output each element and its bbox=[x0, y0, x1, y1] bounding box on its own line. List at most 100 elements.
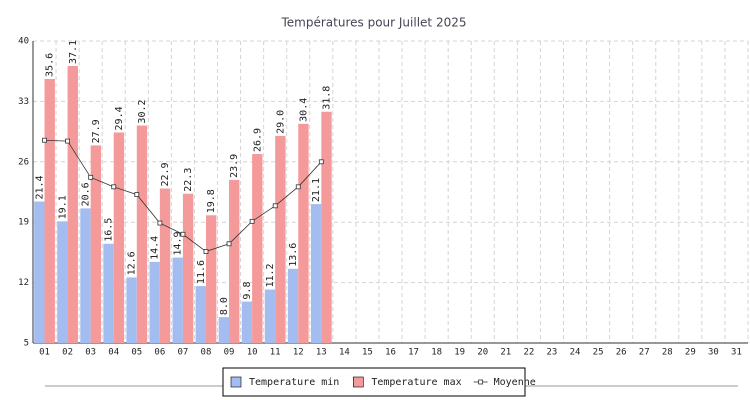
x-tick-label: 28 bbox=[662, 348, 673, 358]
bar bbox=[80, 208, 91, 343]
value-label: 26.9 bbox=[252, 128, 263, 152]
x-tick-label: 07 bbox=[177, 348, 188, 358]
x-tick-label: 18 bbox=[431, 348, 442, 358]
value-label: 16.5 bbox=[104, 218, 115, 242]
line-marker bbox=[42, 137, 47, 143]
value-label: 22.3 bbox=[183, 168, 194, 192]
line-marker bbox=[65, 138, 70, 144]
value-label: 27.9 bbox=[91, 119, 102, 143]
value-label: 29.4 bbox=[114, 106, 125, 130]
line-marker bbox=[88, 174, 94, 180]
x-tick-label: 21 bbox=[500, 348, 511, 358]
x-tick-label: 25 bbox=[593, 348, 604, 358]
x-tick-label: 14 bbox=[339, 348, 350, 358]
bar bbox=[195, 286, 206, 343]
x-tick-label: 06 bbox=[154, 348, 165, 358]
value-label: 23.9 bbox=[229, 154, 240, 178]
bar bbox=[241, 301, 253, 343]
x-tick-label: 23 bbox=[547, 348, 558, 358]
legend-swatch bbox=[353, 376, 364, 388]
x-tick-label: 19 bbox=[454, 348, 465, 358]
x-tick-label: 17 bbox=[408, 348, 419, 358]
x-tick-label: 16 bbox=[385, 348, 396, 358]
x-tick-label: 11 bbox=[270, 348, 281, 358]
bar bbox=[149, 261, 160, 343]
legend-label: Temperature min bbox=[249, 377, 339, 388]
bar bbox=[113, 132, 125, 343]
value-label: 30.2 bbox=[137, 99, 148, 123]
bar bbox=[57, 221, 68, 343]
value-label: 21.4 bbox=[34, 175, 45, 199]
bar bbox=[229, 179, 240, 343]
x-tick-label: 12 bbox=[293, 348, 304, 358]
chart-title: Températures pour Juillet 2025 bbox=[281, 16, 467, 30]
x-tick-label: 03 bbox=[85, 348, 96, 358]
line-marker bbox=[111, 184, 117, 190]
line-marker bbox=[249, 218, 255, 224]
value-label: 30.4 bbox=[298, 98, 309, 122]
x-tick-label: 30 bbox=[708, 348, 719, 358]
line-marker bbox=[157, 220, 163, 226]
bar bbox=[275, 135, 286, 343]
legend-marker bbox=[478, 379, 484, 385]
bar bbox=[182, 193, 194, 343]
x-tick-label: 27 bbox=[639, 348, 650, 358]
bar bbox=[103, 243, 114, 343]
value-label: 12.6 bbox=[127, 251, 138, 275]
x-tick-label: 31 bbox=[731, 348, 742, 358]
value-label: 37.1 bbox=[68, 40, 79, 64]
line-marker bbox=[226, 241, 232, 247]
bar bbox=[136, 125, 148, 343]
x-tick-label: 24 bbox=[570, 348, 581, 358]
bar bbox=[159, 188, 171, 343]
x-tick-label: 13 bbox=[316, 348, 327, 358]
legend-swatch bbox=[230, 376, 242, 388]
line-marker bbox=[203, 249, 209, 254]
legend-label: Moyenne bbox=[494, 377, 536, 388]
bar bbox=[44, 78, 55, 344]
value-label: 9.8 bbox=[242, 282, 253, 300]
value-label: 31.8 bbox=[321, 86, 332, 110]
x-tick-label: 29 bbox=[685, 348, 696, 358]
bar bbox=[264, 289, 276, 343]
bar bbox=[218, 317, 230, 343]
line-marker bbox=[134, 192, 140, 197]
x-tick-label: 02 bbox=[62, 348, 73, 358]
x-tick-label: 04 bbox=[108, 348, 119, 358]
bar bbox=[126, 277, 137, 343]
bar bbox=[298, 123, 309, 343]
value-label: 20.6 bbox=[80, 182, 91, 206]
y-tick-label: 40 bbox=[18, 37, 29, 47]
value-label: 13.6 bbox=[288, 243, 299, 267]
x-tick-label: 09 bbox=[224, 348, 235, 358]
bar bbox=[205, 215, 217, 343]
y-tick-label: 12 bbox=[18, 278, 29, 288]
bar bbox=[287, 268, 299, 343]
line-marker bbox=[272, 203, 278, 209]
line-marker bbox=[295, 184, 301, 190]
bar bbox=[252, 154, 263, 343]
x-tick-label: 26 bbox=[616, 348, 627, 358]
bar bbox=[310, 204, 322, 343]
x-tick-label: 08 bbox=[201, 348, 212, 358]
value-label: 19.1 bbox=[57, 195, 68, 219]
bar bbox=[90, 145, 102, 343]
x-tick-label: 10 bbox=[247, 348, 258, 358]
value-label: 14.9 bbox=[173, 231, 184, 255]
line-marker bbox=[180, 231, 186, 237]
bar bbox=[67, 66, 78, 343]
x-tick-label: 15 bbox=[362, 348, 373, 358]
bar bbox=[321, 111, 332, 343]
value-label: 8.0 bbox=[219, 297, 230, 315]
value-label: 35.6 bbox=[45, 53, 56, 77]
value-label: 11.2 bbox=[265, 263, 276, 287]
bar bbox=[34, 201, 45, 343]
x-tick-label: 01 bbox=[39, 348, 50, 358]
value-label: 21.1 bbox=[311, 178, 322, 202]
y-tick-label: 19 bbox=[18, 218, 29, 228]
bar bbox=[172, 257, 183, 343]
legend-label: Temperature max bbox=[371, 377, 461, 388]
y-tick-label: 33 bbox=[18, 97, 29, 107]
